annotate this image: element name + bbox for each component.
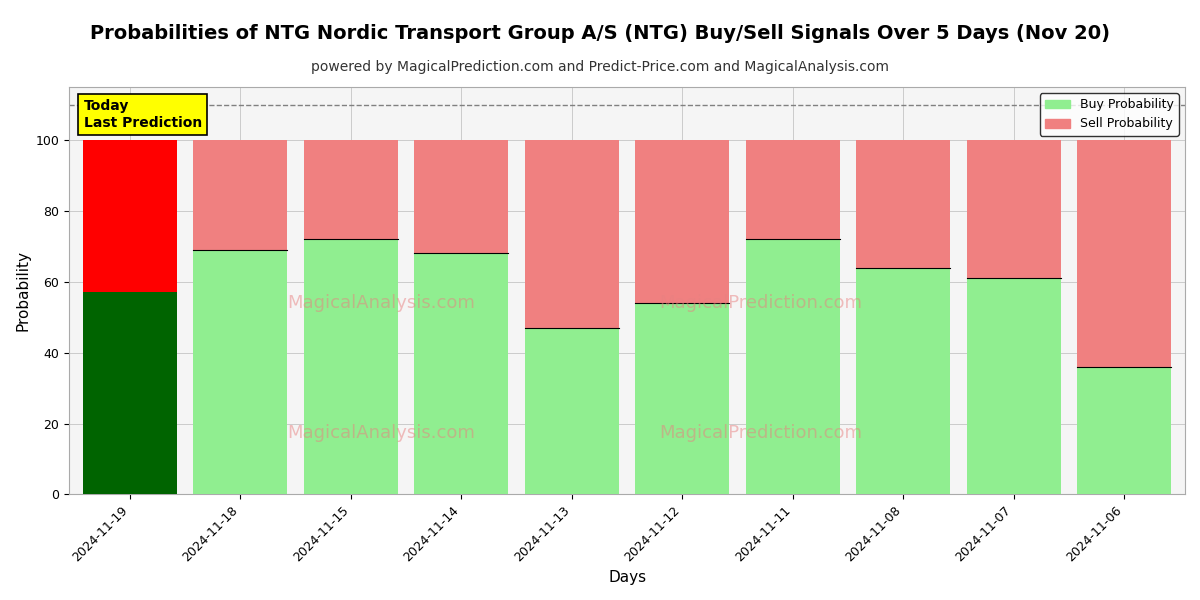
Bar — [193, 140, 287, 250]
Text: MagicalAnalysis.com: MagicalAnalysis.com — [288, 424, 475, 442]
Text: powered by MagicalPrediction.com and Predict-Price.com and MagicalAnalysis.com: powered by MagicalPrediction.com and Pre… — [311, 60, 889, 74]
Legend: Buy Probability, Sell Probability: Buy Probability, Sell Probability — [1040, 93, 1178, 136]
X-axis label: Days: Days — [608, 570, 646, 585]
Bar — [193, 250, 287, 494]
Bar — [857, 268, 950, 494]
Text: Probabilities of NTG Nordic Transport Group A/S (NTG) Buy/Sell Signals Over 5 Da: Probabilities of NTG Nordic Transport Gr… — [90, 24, 1110, 43]
Text: Today
Last Prediction: Today Last Prediction — [84, 100, 202, 130]
Bar — [83, 292, 176, 494]
Bar — [304, 140, 398, 239]
Bar — [635, 303, 730, 494]
Bar — [1078, 140, 1171, 367]
Bar — [857, 140, 950, 268]
Bar — [414, 140, 509, 253]
Bar — [746, 239, 840, 494]
Bar — [967, 278, 1061, 494]
Y-axis label: Probability: Probability — [16, 250, 30, 331]
Bar — [967, 140, 1061, 278]
Bar — [746, 140, 840, 239]
Text: MagicalPrediction.com: MagicalPrediction.com — [660, 424, 863, 442]
Bar — [83, 140, 176, 292]
Bar — [414, 253, 509, 494]
Text: MagicalAnalysis.com: MagicalAnalysis.com — [288, 294, 475, 312]
Text: MagicalPrediction.com: MagicalPrediction.com — [660, 294, 863, 312]
Bar — [635, 140, 730, 303]
Bar — [304, 239, 398, 494]
Bar — [1078, 367, 1171, 494]
Bar — [524, 328, 619, 494]
Bar — [524, 140, 619, 328]
